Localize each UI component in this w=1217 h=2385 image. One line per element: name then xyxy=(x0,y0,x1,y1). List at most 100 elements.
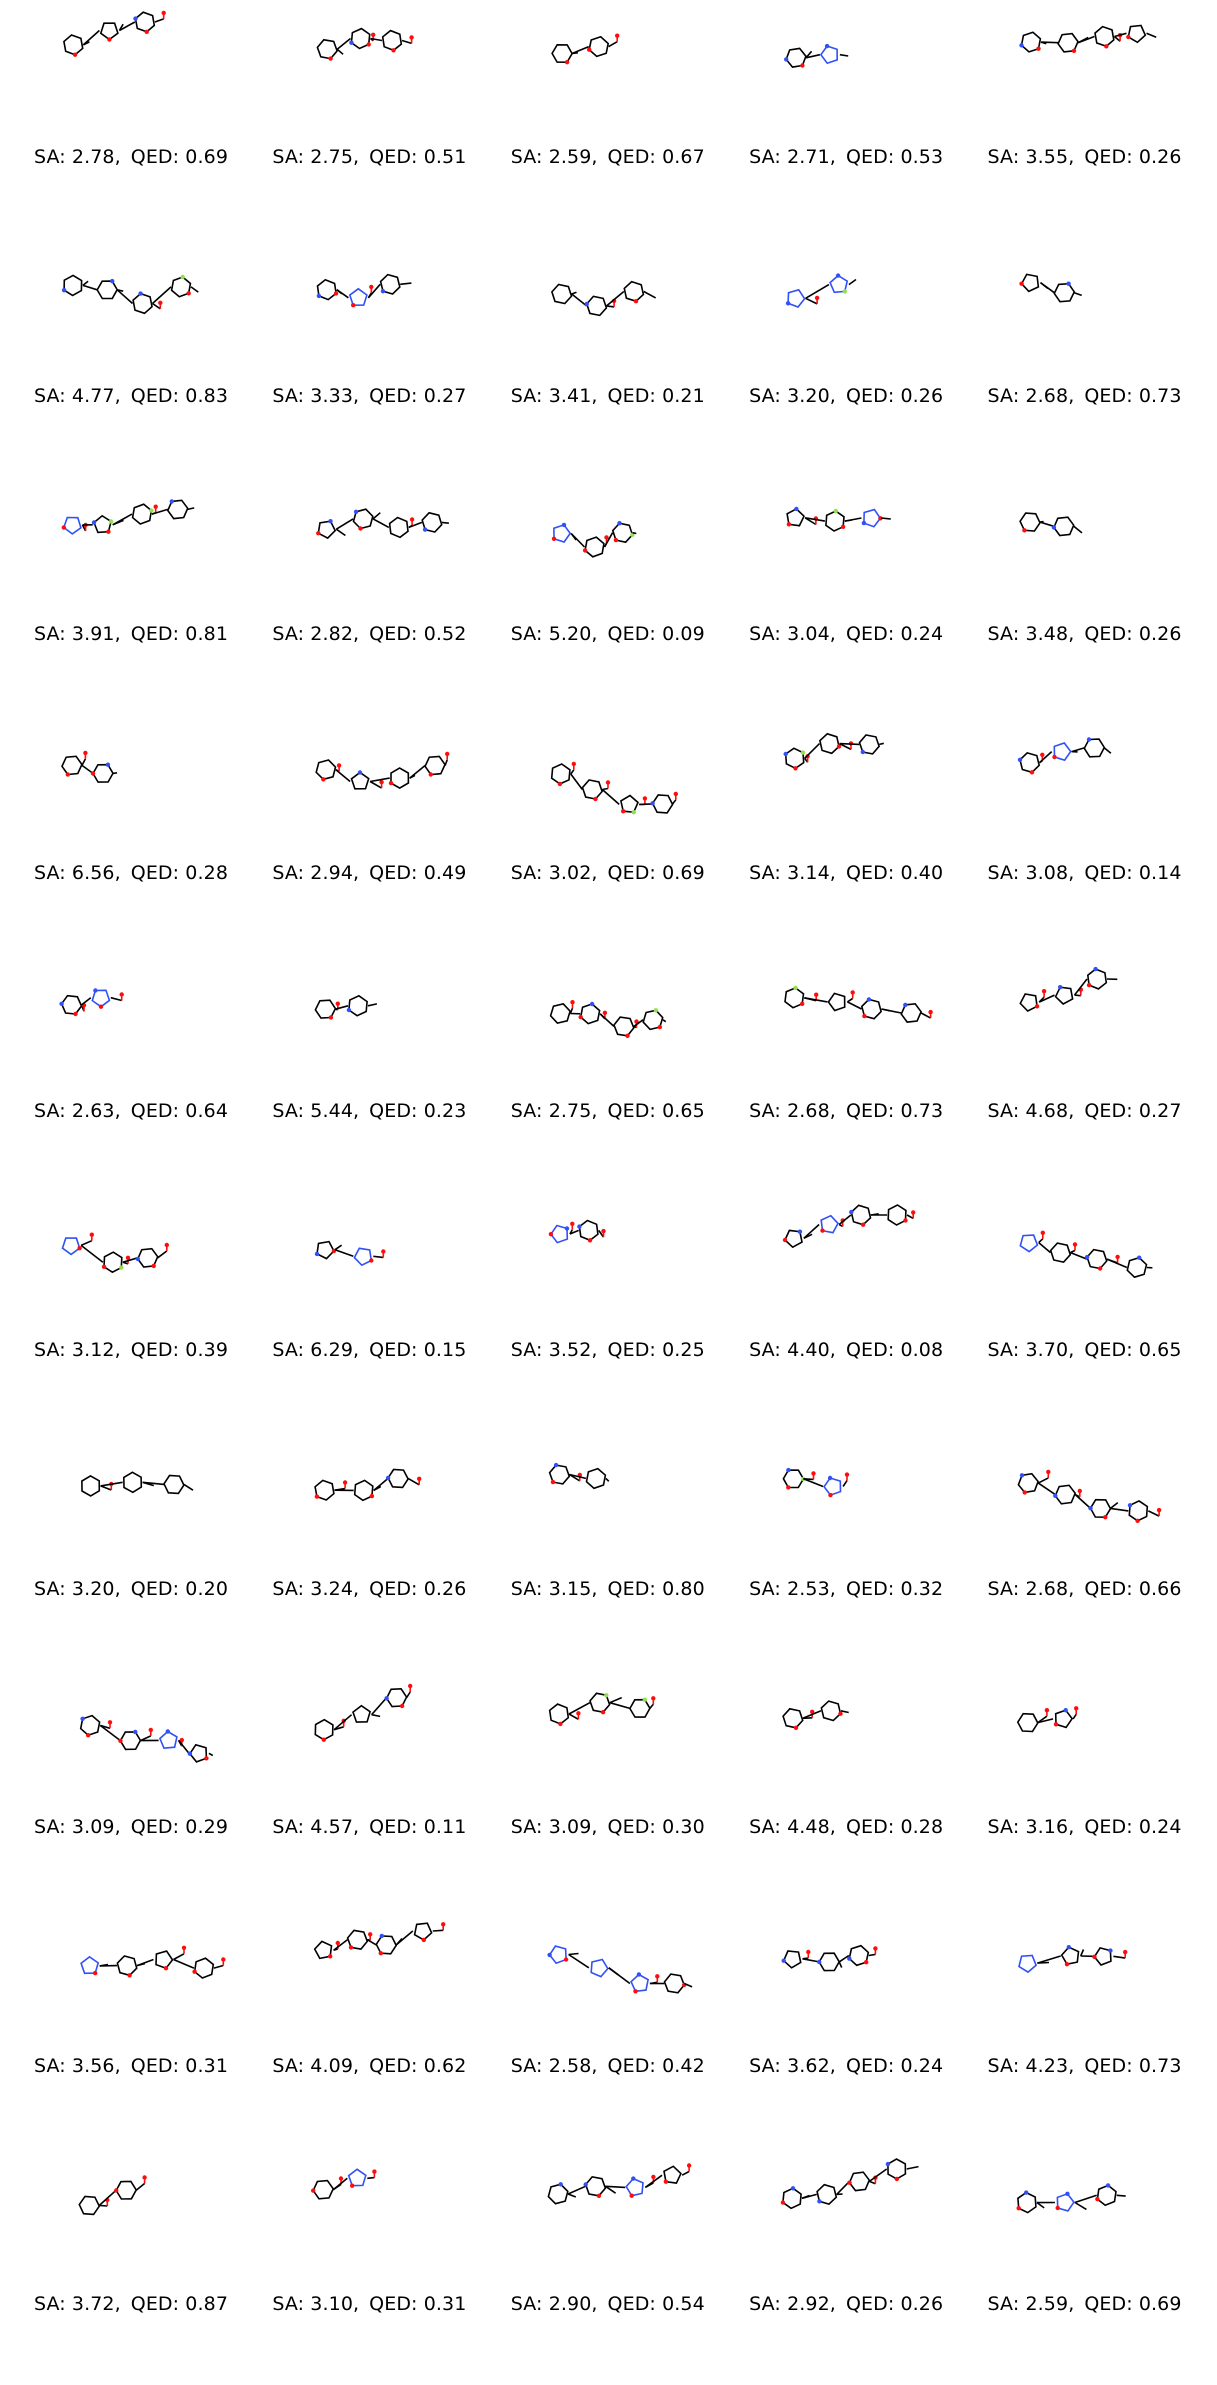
qed-value: 0.73 xyxy=(1139,2055,1182,2077)
label-separator: , xyxy=(1068,385,1074,407)
score-label: SA: 2.68,QED: 0.73 xyxy=(966,385,1204,407)
molecule-cell: SA: 3.20,QED: 0.20 xyxy=(12,1432,250,1670)
molecule-structure-image xyxy=(746,1193,946,1311)
molecule-structure-image xyxy=(746,0,946,118)
label-separator: , xyxy=(353,1100,359,1122)
sa-prefix: SA: xyxy=(34,146,72,168)
qed-value: 0.64 xyxy=(185,1100,228,1122)
score-label: SA: 5.20,QED: 0.09 xyxy=(489,623,727,645)
label-separator: , xyxy=(353,2293,359,2315)
molecule-structure-image xyxy=(985,1670,1185,1788)
score-label: SA: 3.10,QED: 0.31 xyxy=(250,2293,488,2315)
molecule-structure-image xyxy=(269,2147,469,2265)
label-separator: , xyxy=(1068,1578,1074,1600)
molecule-structure-image xyxy=(746,239,946,357)
sa-value: 3.02 xyxy=(549,862,592,884)
qed-prefix: QED: xyxy=(131,146,186,168)
sa-value: 4.23 xyxy=(1025,2055,1068,2077)
molecule-cell: SA: 4.77,QED: 0.83 xyxy=(12,239,250,477)
sa-value: 3.91 xyxy=(72,623,115,645)
score-label: SA: 3.70,QED: 0.65 xyxy=(966,1339,1204,1361)
label-separator: , xyxy=(830,1578,836,1600)
molecule-drawing xyxy=(985,0,1185,118)
sa-prefix: SA: xyxy=(988,1100,1026,1122)
label-separator: , xyxy=(115,385,121,407)
sa-prefix: SA: xyxy=(988,2293,1026,2315)
molecule-cell: SA: 2.59,QED: 0.67 xyxy=(489,0,727,238)
sa-value: 6.56 xyxy=(72,862,115,884)
label-separator: , xyxy=(115,2055,121,2077)
molecule-drawing xyxy=(31,239,231,357)
sa-value: 3.20 xyxy=(787,385,830,407)
molecule-drawing xyxy=(269,239,469,357)
molecule-cell: SA: 2.82,QED: 0.52 xyxy=(250,477,488,715)
label-separator: , xyxy=(591,385,597,407)
qed-value: 0.28 xyxy=(185,862,228,884)
sa-value: 3.09 xyxy=(549,1816,592,1838)
molecule-cell: SA: 2.53,QED: 0.32 xyxy=(727,1432,965,1670)
molecule-cell: SA: 2.71,QED: 0.53 xyxy=(727,0,965,238)
molecule-structure-image xyxy=(269,716,469,834)
molecule-cell: SA: 3.02,QED: 0.69 xyxy=(489,716,727,954)
molecule-structure-image xyxy=(508,0,708,118)
sa-value: 2.78 xyxy=(72,146,115,168)
score-label: SA: 3.02,QED: 0.69 xyxy=(489,862,727,884)
molecule-drawing xyxy=(746,1432,946,1550)
molecule-cell: SA: 3.72,QED: 0.87 xyxy=(12,2147,250,2385)
molecule-cell: SA: 3.41,QED: 0.21 xyxy=(489,239,727,477)
qed-value: 0.31 xyxy=(424,2293,467,2315)
qed-prefix: QED: xyxy=(846,1578,901,1600)
score-label: SA: 3.15,QED: 0.80 xyxy=(489,1578,727,1600)
qed-prefix: QED: xyxy=(846,623,901,645)
qed-value: 0.42 xyxy=(662,2055,705,2077)
sa-value: 3.15 xyxy=(549,1578,592,1600)
molecule-structure-image xyxy=(985,1909,1185,2027)
qed-prefix: QED: xyxy=(131,1578,186,1600)
score-label: SA: 2.90,QED: 0.54 xyxy=(489,2293,727,2315)
score-label: SA: 4.23,QED: 0.73 xyxy=(966,2055,1204,2077)
molecule-structure-image xyxy=(31,1432,231,1550)
qed-value: 0.23 xyxy=(424,1100,467,1122)
label-separator: , xyxy=(353,1816,359,1838)
sa-prefix: SA: xyxy=(511,862,549,884)
qed-value: 0.28 xyxy=(900,1816,943,1838)
molecule-structure-image xyxy=(269,1193,469,1311)
score-label: SA: 3.09,QED: 0.30 xyxy=(489,1816,727,1838)
molecule-structure-image xyxy=(508,1670,708,1788)
sa-value: 2.90 xyxy=(549,2293,592,2315)
molecule-structure-image xyxy=(746,954,946,1072)
molecule-structure-image xyxy=(31,477,231,595)
sa-prefix: SA: xyxy=(272,1816,310,1838)
molecule-drawing xyxy=(508,2147,708,2265)
molecule-cell: SA: 2.75,QED: 0.51 xyxy=(250,0,488,238)
label-separator: , xyxy=(591,1816,597,1838)
molecule-structure-image xyxy=(269,1670,469,1788)
molecule-cell: SA: 4.57,QED: 0.11 xyxy=(250,1670,488,1908)
molecule-cell: SA: 3.52,QED: 0.25 xyxy=(489,1193,727,1431)
molecule-drawing xyxy=(31,477,231,595)
sa-prefix: SA: xyxy=(272,1578,310,1600)
score-label: SA: 6.29,QED: 0.15 xyxy=(250,1339,488,1361)
score-label: SA: 3.52,QED: 0.25 xyxy=(489,1339,727,1361)
sa-prefix: SA: xyxy=(272,2293,310,2315)
qed-value: 0.65 xyxy=(1139,1339,1182,1361)
molecule-structure-image xyxy=(508,1909,708,2027)
qed-prefix: QED: xyxy=(369,862,424,884)
label-separator: , xyxy=(1068,623,1074,645)
qed-value: 0.14 xyxy=(1139,862,1182,884)
sa-prefix: SA: xyxy=(749,1578,787,1600)
label-separator: , xyxy=(1068,2055,1074,2077)
molecule-cell: SA: 2.59,QED: 0.69 xyxy=(966,2147,1204,2385)
molecule-drawing xyxy=(31,716,231,834)
sa-prefix: SA: xyxy=(988,1578,1026,1600)
qed-prefix: QED: xyxy=(369,1578,424,1600)
molecule-drawing xyxy=(508,1432,708,1550)
molecule-structure-image xyxy=(985,1432,1185,1550)
sa-prefix: SA: xyxy=(511,623,549,645)
sa-value: 4.40 xyxy=(787,1339,830,1361)
label-separator: , xyxy=(591,146,597,168)
molecule-structure-image xyxy=(269,1432,469,1550)
score-label: SA: 2.63,QED: 0.64 xyxy=(12,1100,250,1122)
score-label: SA: 4.09,QED: 0.62 xyxy=(250,2055,488,2077)
sa-prefix: SA: xyxy=(34,385,72,407)
